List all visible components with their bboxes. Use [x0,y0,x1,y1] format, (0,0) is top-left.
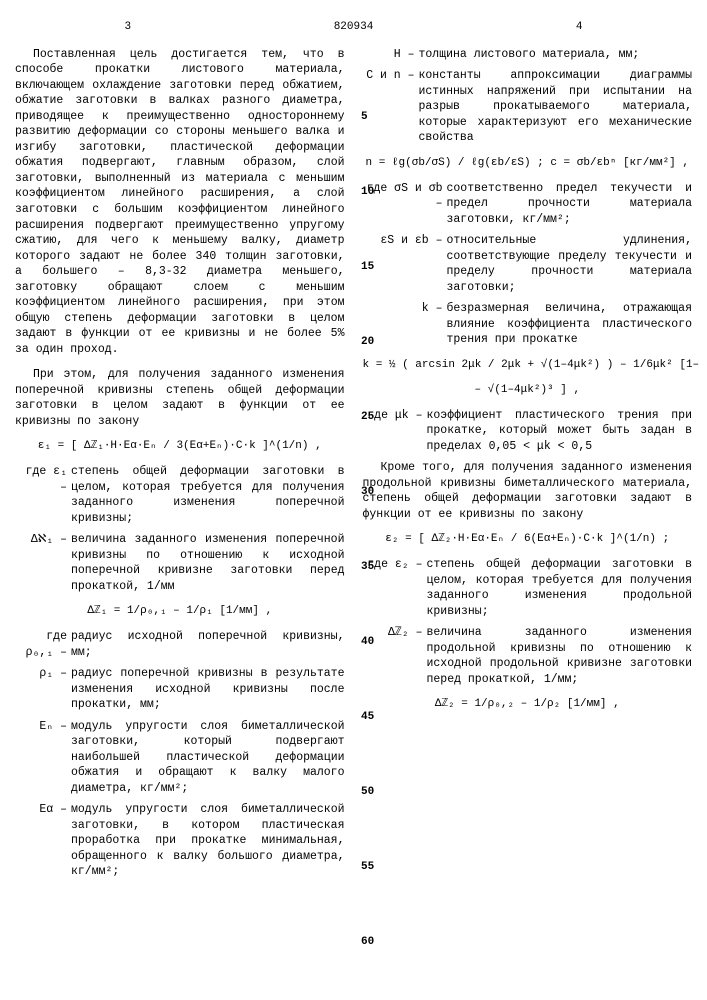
formula: Δℤ₁ = 1/ρ₀,₁ – 1/ρ₁ [1/мм] , [15,604,345,619]
line-num: 15 [361,260,374,275]
def-label: где σS и σb – [363,181,447,228]
def-text: коэффициент пластического трения при про… [427,408,693,455]
left-column: Поставленная цель достигается тем, что в… [15,47,345,886]
definition: H – толщина листового материала, мм; [363,47,693,63]
paragraph: Кроме того, для получения заданного изме… [363,460,693,522]
definition: где μk – коэффициент пластического трени… [363,408,693,455]
def-text: радиус исходной поперечной кривизны, мм; [71,629,345,660]
page-num-right: 4 [466,20,692,35]
line-num: 50 [361,785,374,800]
def-text: модуль упругости слоя биметаллической за… [71,802,345,880]
definition: C и n – константы аппроксимации диаграмм… [363,68,693,146]
def-text: величина заданного изменения продольной … [427,625,693,687]
definition: Δℵ₁ – величина заданного изменения попер… [15,532,345,594]
line-num: 5 [361,110,368,125]
line-num: 45 [361,710,374,725]
def-label: Eα – [15,802,71,880]
page: 3 820934 4 5 10 15 20 25 30 35 40 45 50 … [15,20,692,886]
line-num: 30 [361,485,374,500]
doc-number: 820934 [241,20,467,35]
page-header: 3 820934 4 [15,20,692,35]
line-num: 40 [361,635,374,650]
formula: ε₂ = [ Δℤ₂·H·Eα·Eₙ / 6(Eα+Eₙ)·C·k ]^(1/n… [363,532,693,547]
def-text: величина заданного изменения поперечной … [71,532,345,594]
page-num-left: 3 [15,20,241,35]
definition: εS и εb – относительные удлинения, соотв… [363,233,693,295]
def-label: ρ₁ – [15,666,71,713]
definition: Eₙ – модуль упругости слоя биметаллическ… [15,719,345,797]
def-text: модуль упругости слоя биметаллической за… [71,719,345,797]
def-text: соответственно предел текучести и предел… [447,181,693,228]
definition: k – безразмерная величина, отражающая вл… [363,301,693,348]
formula: ε₁ = [ Δℤ₁·H·Eα·Eₙ / 3(Eα+Eₙ)·C·k ]^(1/n… [15,439,345,454]
def-label: k – [363,301,447,348]
def-text: безразмерная величина, отражающая влияни… [447,301,693,348]
def-text: относительные удлинения, соответствующие… [447,233,693,295]
definition: где σS и σb – соответственно предел теку… [363,181,693,228]
paragraph: Поставленная цель достигается тем, что в… [15,47,345,357]
formula: k = ½ ( arcsin 2μk / 2μk + √(1–4μk²) ) –… [363,358,693,373]
def-label: Δℵ₁ – [15,532,71,594]
def-label: где ρ₀,₁ – [15,629,71,660]
formula: n = ℓg(σb/σS) / ℓg(εb/εS) ; c = σb/εbⁿ [… [363,156,693,171]
line-num: 10 [361,185,374,200]
def-label: C и n – [363,68,419,146]
def-text: степень общей деформации заготовки в цел… [427,557,693,619]
formula: – √(1–4μk²)³ ] , [363,383,693,398]
def-text: константы аппроксимации диаграммы истинн… [419,68,693,146]
right-column: H – толщина листового материала, мм; C и… [363,47,693,886]
definition: где ε₂ – степень общей деформации загото… [363,557,693,619]
line-num: 20 [361,335,374,350]
def-label: Eₙ – [15,719,71,797]
formula: Δℤ₂ = 1/ρ₀,₂ – 1/ρ₂ [1/мм] , [363,697,693,712]
paragraph: При этом, для получения заданного измене… [15,367,345,429]
columns: Поставленная цель достигается тем, что в… [15,47,692,886]
definition: Eα – модуль упругости слоя биметаллическ… [15,802,345,880]
line-num: 35 [361,560,374,575]
definition: где ρ₀,₁ – радиус исходной поперечной кр… [15,629,345,660]
line-num: 25 [361,410,374,425]
definition: Δℤ₂ – величина заданного изменения продо… [363,625,693,687]
def-text: степень общей деформации заготовки в цел… [71,464,345,526]
def-text: толщина листового материала, мм; [419,47,693,63]
def-label: εS и εb – [363,233,447,295]
definition: где ε₁ – степень общей деформации загото… [15,464,345,526]
line-num: 60 [361,935,374,950]
definition: ρ₁ – радиус поперечной кривизны в резуль… [15,666,345,713]
def-text: радиус поперечной кривизны в результате … [71,666,345,713]
line-num: 55 [361,860,374,875]
def-label: H – [363,47,419,63]
def-label: где ε₁ – [15,464,71,526]
